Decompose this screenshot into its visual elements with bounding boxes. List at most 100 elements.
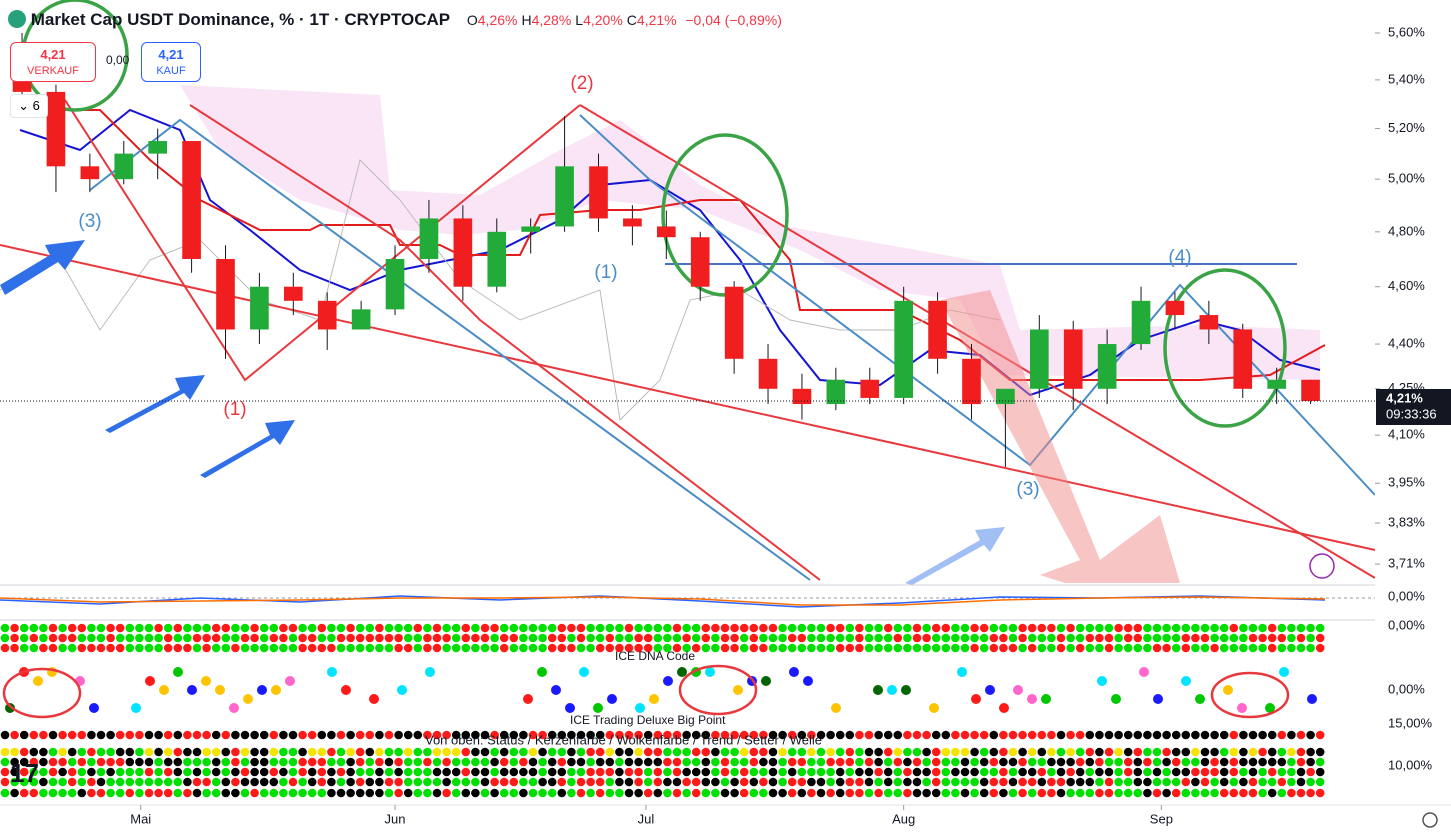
bigpoint-dot xyxy=(720,747,730,757)
status-dot xyxy=(874,643,883,653)
bigpoint-dot xyxy=(96,730,106,740)
bigpoint-dot xyxy=(58,730,67,740)
dna-dot xyxy=(257,685,267,695)
y-tick-label: 5,00% xyxy=(1388,171,1425,186)
bigpoint-dot xyxy=(720,757,730,767)
bigpoint-dot xyxy=(384,757,394,767)
status-dot xyxy=(1114,623,1123,633)
wave-label: (3) xyxy=(1016,479,1039,500)
bigpoint-dot xyxy=(1085,788,1095,798)
candle-body xyxy=(46,91,66,167)
bigpoint-dot xyxy=(442,747,451,757)
status-dot xyxy=(1229,633,1239,643)
status-dot xyxy=(519,643,528,653)
status-dot xyxy=(1277,633,1287,643)
status-dot xyxy=(509,633,519,643)
red-circles xyxy=(2,664,1290,719)
bigpoint-dot xyxy=(240,777,250,787)
bigpoint-dot xyxy=(528,747,538,757)
bigpoint-dot xyxy=(1239,747,1248,757)
bigpoint-dot xyxy=(1219,757,1229,767)
status-dot xyxy=(797,633,807,643)
bigpoint-dot xyxy=(999,767,1008,777)
status-dot xyxy=(624,623,634,633)
bigpoint-dot xyxy=(615,730,624,740)
dna-dot xyxy=(1195,694,1205,704)
status-dot xyxy=(586,643,595,653)
bigpoint-dot xyxy=(365,777,375,787)
bigpoint-dot xyxy=(1171,747,1181,757)
status-dot xyxy=(672,633,682,643)
status-dot xyxy=(711,643,720,653)
bigpoint-dot xyxy=(711,730,720,740)
dna-dot xyxy=(901,685,911,695)
status-dot xyxy=(730,633,739,643)
indicator-toggle[interactable]: ⌄ 6 xyxy=(10,94,48,118)
status-dot xyxy=(816,643,826,653)
bigpoint-dot xyxy=(125,767,135,777)
bigpoint-dot xyxy=(816,757,826,767)
bigpoint-dot xyxy=(0,730,10,740)
status-dot xyxy=(739,633,749,643)
status-dot xyxy=(864,633,874,643)
bigpoint-dot xyxy=(883,757,893,767)
bigpoint-dot xyxy=(1018,767,1027,777)
status-dot xyxy=(1104,643,1114,653)
bigpoint-dot xyxy=(615,777,624,787)
bigpoint-dot xyxy=(1267,730,1277,740)
settings-icon[interactable] xyxy=(1422,812,1438,828)
bigpoint-dot xyxy=(490,767,499,777)
dna-dot xyxy=(215,685,225,695)
bigpoint-dot xyxy=(519,747,528,757)
bigpoint-dot xyxy=(451,788,461,798)
bigpoint-dot xyxy=(1104,767,1114,777)
bigpoint-dot xyxy=(1047,730,1056,740)
bigpoint-dot xyxy=(202,788,211,798)
bigpoint-dot xyxy=(154,767,163,777)
dna-dot xyxy=(677,667,687,677)
status-dot xyxy=(442,643,451,653)
dna-dot xyxy=(803,676,813,686)
bigpoint-dot xyxy=(87,788,96,798)
bigpoint-dot xyxy=(1027,777,1037,787)
bigpoint-dot xyxy=(336,788,346,798)
bigpoint-dot xyxy=(346,788,355,798)
status-dot xyxy=(653,633,663,643)
bigpoint-dot xyxy=(528,730,538,740)
bigpoint-dot xyxy=(845,767,855,777)
candle-body xyxy=(419,218,439,259)
status-dot xyxy=(682,643,691,653)
bigpoint-dot xyxy=(855,767,864,777)
dna-dot xyxy=(733,685,743,695)
buy-button[interactable]: 4,21 KAUF xyxy=(141,42,201,82)
bigpoint-dot xyxy=(989,767,999,777)
bigpoint-dot xyxy=(336,730,346,740)
status-dot xyxy=(634,643,643,653)
bigpoint-dot xyxy=(912,788,922,798)
bigpoint-dot xyxy=(883,777,893,787)
bigpoint-dot xyxy=(538,767,547,777)
status-dot xyxy=(816,633,826,643)
bigpoint-dot xyxy=(1008,747,1018,757)
bigpoint-dot xyxy=(432,777,442,787)
bigpoint-dot xyxy=(279,777,288,787)
status-dot xyxy=(1037,643,1047,653)
bigpoint-dot xyxy=(1287,777,1296,787)
bigpoint-dot xyxy=(1143,730,1152,740)
bigpoint-dot xyxy=(509,788,519,798)
bigpoint-dot xyxy=(1152,788,1162,798)
bigpoint-dot xyxy=(423,777,432,787)
alert-icon[interactable] xyxy=(1309,553,1335,579)
bigpoint-dot xyxy=(269,747,279,757)
bigpoint-dot xyxy=(1296,730,1306,740)
bigpoint-dot xyxy=(231,788,240,798)
sell-button[interactable]: 4,21 VERKAUF xyxy=(10,42,96,82)
bigpoint-dot xyxy=(1018,747,1027,757)
status-dot xyxy=(346,623,355,633)
bigpoint-dot xyxy=(384,777,394,787)
bigpoint-dot xyxy=(605,757,615,767)
bigpoint-dot xyxy=(403,777,413,787)
bigpoint-dot xyxy=(67,730,77,740)
countdown: 09:33:36 xyxy=(1386,406,1437,421)
status-dot xyxy=(595,623,605,633)
